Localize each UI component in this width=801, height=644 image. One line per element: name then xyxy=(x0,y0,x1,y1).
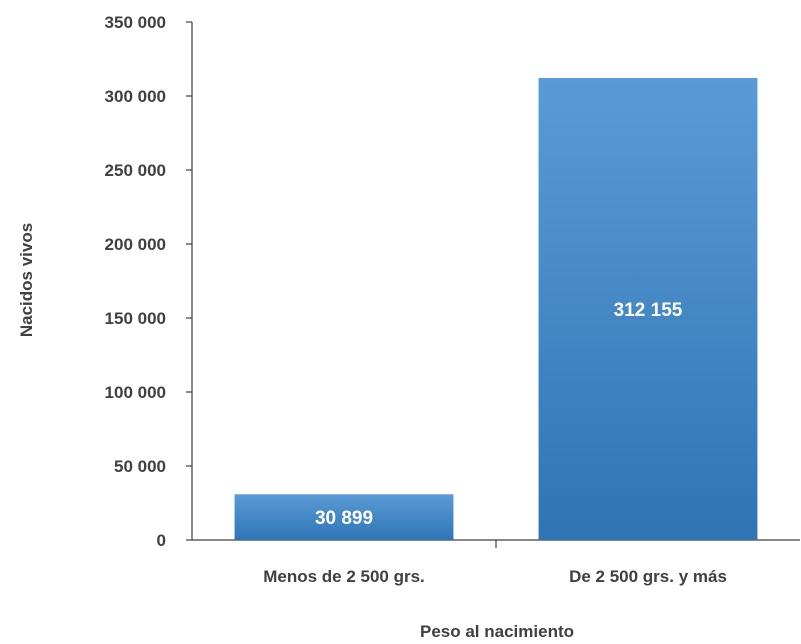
y-tick-label: 250 000 xyxy=(105,161,166,180)
x-category-label: De 2 500 grs. y más xyxy=(569,567,727,586)
y-tick-label: 0 xyxy=(157,531,166,550)
y-tick-label: 50 000 xyxy=(114,457,166,476)
y-tick-label: 100 000 xyxy=(105,383,166,402)
bars: 30 899 312 155 xyxy=(234,78,758,541)
y-tick-label: 300 000 xyxy=(105,87,166,106)
y-tick-label: 150 000 xyxy=(105,309,166,328)
y-axis-title: Nacidos vivos xyxy=(17,223,36,337)
y-tick-label: 200 000 xyxy=(105,235,166,254)
x-axis-title: Peso al nacimiento xyxy=(420,622,574,641)
bar xyxy=(234,494,454,540)
x-axis: Menos de 2 500 grs. De 2 500 grs. y más xyxy=(192,539,800,586)
data-label: 30 899 xyxy=(315,508,373,529)
data-label: 312 155 xyxy=(614,300,683,321)
bar xyxy=(538,78,758,541)
y-tick-label: 350 000 xyxy=(105,13,166,32)
y-axis: 0 50 000 100 000 150 000 200 000 250 000 300 0… xyxy=(105,13,193,550)
x-category-label: Menos de 2 500 grs. xyxy=(263,567,425,586)
